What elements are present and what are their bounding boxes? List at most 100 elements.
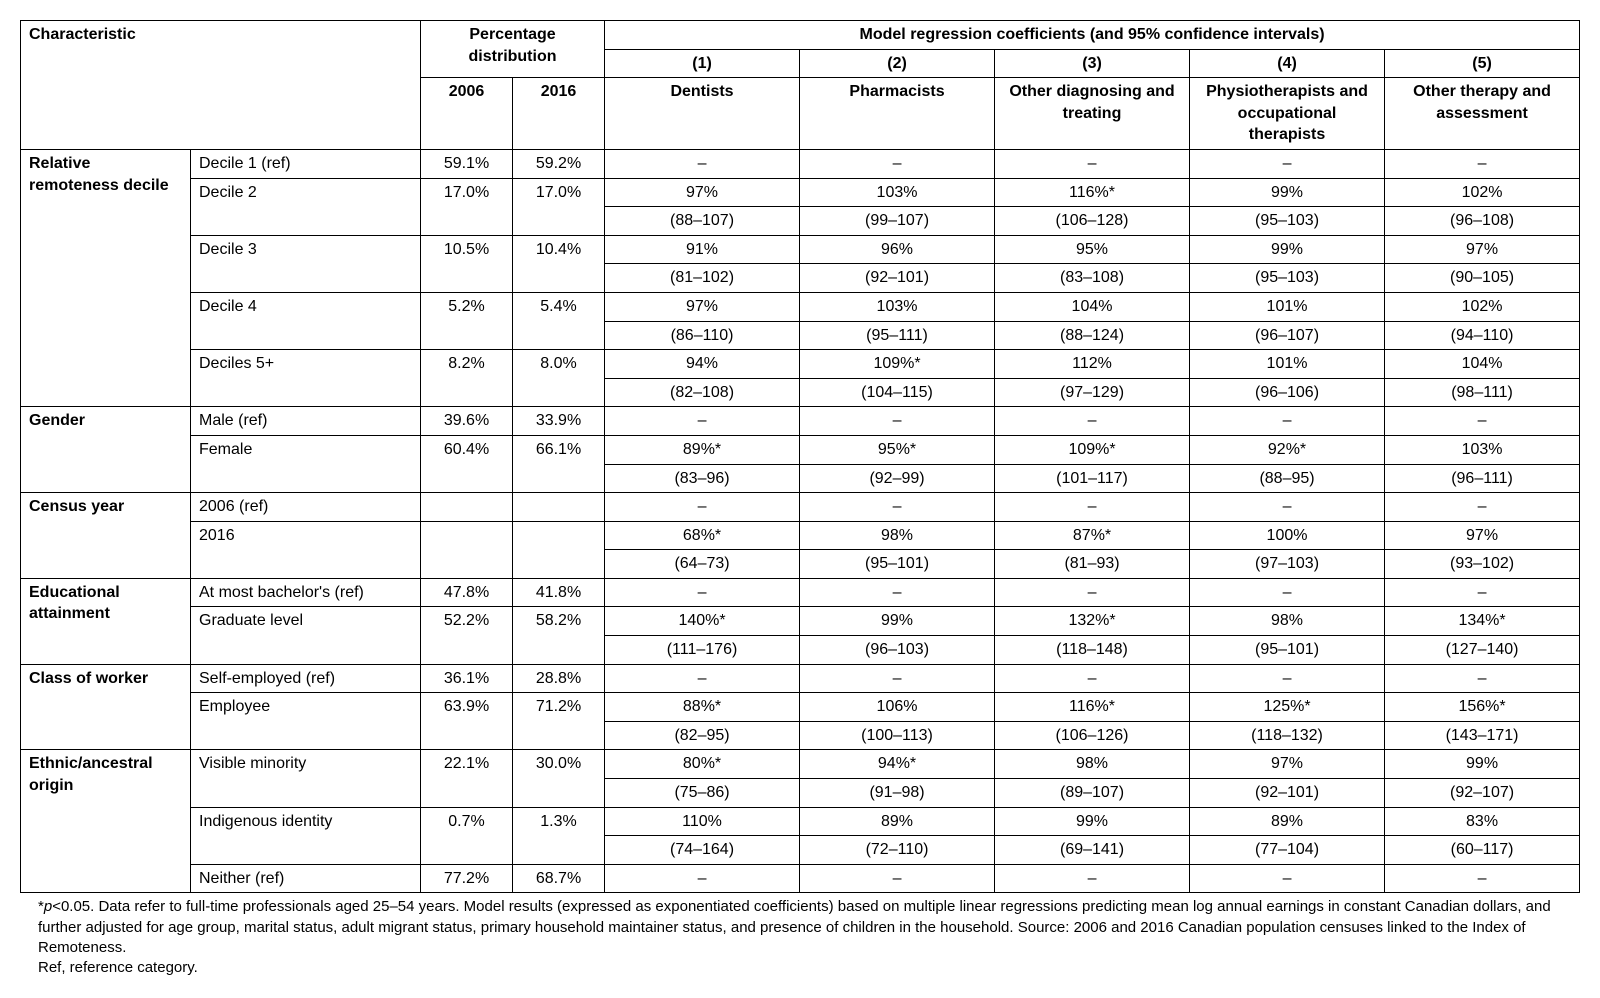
model-coef: 134%* [1385,607,1580,636]
model-coef: 80%* [605,750,800,779]
model-coef: – [995,149,1190,178]
model-coef: – [800,864,995,893]
header-col4-name: Physiotherapists and occupational therap… [1190,78,1385,150]
table-body: Relative remoteness decileDecile 1 (ref)… [21,149,1580,892]
model-ci: (101–117) [995,464,1190,493]
model-ci: (98–111) [1385,378,1580,407]
header-2016: 2016 [513,78,605,150]
model-ci: (91–98) [800,779,995,808]
pct-2016 [513,493,605,522]
pct-2006: 39.6% [421,407,513,436]
model-coef: 101% [1190,350,1385,379]
table-row: Decile 217.0%17.0%97%103%116%*99%102% [21,178,1580,207]
model-coef: 98% [1190,607,1385,636]
model-coef: 104% [995,292,1190,321]
model-coef: – [800,407,995,436]
model-coef: 101% [1190,292,1385,321]
model-coef: 99% [1385,750,1580,779]
pct-2006: 0.7% [421,807,513,864]
model-coef: – [995,664,1190,693]
table-row: 201668%*98%87%*100%97% [21,521,1580,550]
model-coef: 99% [1190,235,1385,264]
row-subcategory: 2006 (ref) [191,493,421,522]
table-header: Characteristic Percentage distribution M… [21,21,1580,150]
model-coef: 95%* [800,435,995,464]
pct-2006: 36.1% [421,664,513,693]
pct-2006: 17.0% [421,178,513,235]
table-row: Female60.4%66.1%89%*95%*109%*92%*103% [21,435,1580,464]
model-ci: (96–103) [800,636,995,665]
model-coef: 94% [605,350,800,379]
model-coef: 100% [1190,521,1385,550]
model-coef: 83% [1385,807,1580,836]
group-label: Ethnic/ancestral origin [21,750,191,893]
pct-2006: 52.2% [421,607,513,664]
pct-2006 [421,521,513,578]
model-coef: 87%* [995,521,1190,550]
table-row: Class of workerSelf-employed (ref)36.1%2… [21,664,1580,693]
pct-2006: 59.1% [421,149,513,178]
pct-2006: 63.9% [421,693,513,750]
table-row: Educational attainmentAt most bachelor's… [21,578,1580,607]
model-coef: 104% [1385,350,1580,379]
model-coef: 89%* [605,435,800,464]
model-coef: – [1385,149,1580,178]
model-coef: – [800,664,995,693]
pct-2016: 30.0% [513,750,605,807]
header-col3-num: (3) [995,49,1190,78]
model-coef: – [605,578,800,607]
pct-2006 [421,493,513,522]
model-ci: (95–103) [1190,264,1385,293]
model-coef: 116%* [995,178,1190,207]
model-ci: (88–107) [605,207,800,236]
model-ci: (92–99) [800,464,995,493]
model-coef: 94%* [800,750,995,779]
group-label: Relative remoteness decile [21,149,191,406]
pct-2006: 47.8% [421,578,513,607]
model-coef: 112% [995,350,1190,379]
model-ci: (97–103) [1190,550,1385,579]
model-coef: 97% [1385,235,1580,264]
pct-2016: 10.4% [513,235,605,292]
model-coef: – [1190,407,1385,436]
model-ci: (72–110) [800,836,995,865]
footnote-ref: Ref, reference category. [38,959,198,976]
model-ci: (95–103) [1190,207,1385,236]
model-coef: 103% [800,178,995,207]
table-row: Employee63.9%71.2%88%*106%116%*125%*156%… [21,693,1580,722]
model-ci: (106–128) [995,207,1190,236]
header-col4-num: (4) [1190,49,1385,78]
model-coef: – [605,149,800,178]
model-coef: 88%* [605,693,800,722]
model-coef: – [1190,664,1385,693]
model-coef: 92%* [1190,435,1385,464]
model-coef: 89% [1190,807,1385,836]
model-coef: – [995,407,1190,436]
model-ci: (60–117) [1385,836,1580,865]
model-coef: – [1385,664,1580,693]
pct-2006: 10.5% [421,235,513,292]
model-ci: (97–129) [995,378,1190,407]
table-row: Ethnic/ancestral originVisible minority2… [21,750,1580,779]
pct-2016: 58.2% [513,607,605,664]
pct-2006: 60.4% [421,435,513,492]
pct-2016: 8.0% [513,350,605,407]
model-ci: (96–111) [1385,464,1580,493]
model-coef: 116%* [995,693,1190,722]
model-coef: 97% [1190,750,1385,779]
row-subcategory: Employee [191,693,421,750]
model-coef: – [1190,149,1385,178]
table-footnote: *p<0.05. Data refer to full-time profess… [20,893,1600,978]
model-coef: 125%* [1190,693,1385,722]
header-model: Model regression coefficients (and 95% c… [605,21,1580,50]
model-coef: – [1385,493,1580,522]
model-ci: (93–102) [1385,550,1580,579]
pct-2006: 8.2% [421,350,513,407]
table-row: Neither (ref)77.2%68.7%––––– [21,864,1580,893]
header-col1-num: (1) [605,49,800,78]
group-label: Census year [21,493,191,579]
model-coef: 109%* [800,350,995,379]
model-coef: 96% [800,235,995,264]
model-ci: (88–95) [1190,464,1385,493]
model-ci: (92–107) [1385,779,1580,808]
